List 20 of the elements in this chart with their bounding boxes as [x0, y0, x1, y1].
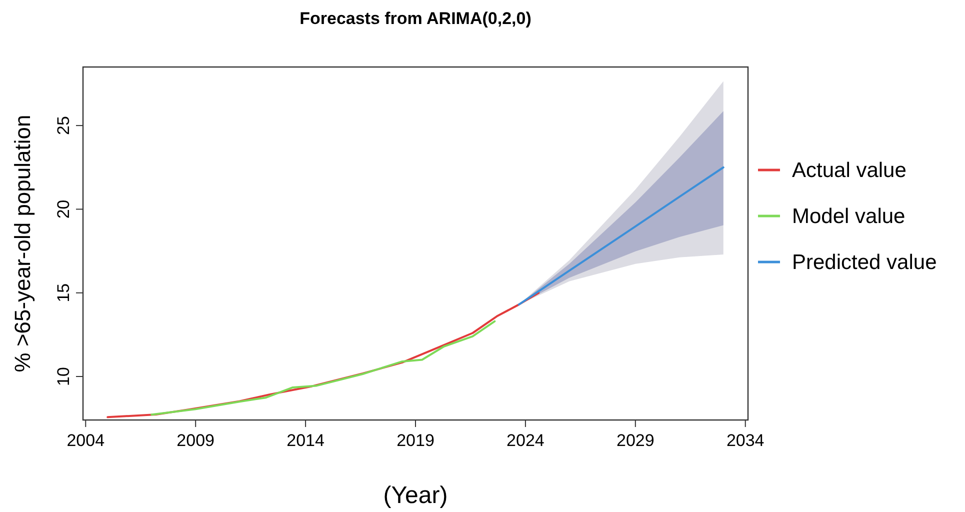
y-tick-label: 20 [54, 200, 73, 219]
legend-label: Model value [792, 205, 906, 228]
legend-label: Actual value [792, 159, 906, 182]
x-tick-label: 2014 [286, 431, 324, 450]
x-tick-label: 2019 [396, 431, 434, 450]
y-tick-label: 15 [54, 283, 73, 302]
x-axis-title: (Year) [383, 482, 448, 509]
x-tick-label: 2009 [176, 431, 215, 450]
legend-label: Predicted value [792, 251, 937, 274]
line-series [518, 166, 724, 306]
y-axis-title: % >65-year-old population [10, 114, 35, 372]
x-tick-label: 2029 [616, 431, 654, 450]
line-series [150, 320, 496, 416]
x-tick-label: 2024 [506, 431, 544, 450]
line-series [106, 292, 540, 418]
chart-title: Forecasts from ARIMA(0,2,0) [300, 9, 532, 28]
x-tick-label: 2034 [726, 431, 764, 450]
y-tick-label: 10 [54, 367, 73, 386]
x-tick-label: 2004 [66, 431, 105, 450]
y-tick-label: 25 [54, 116, 73, 136]
